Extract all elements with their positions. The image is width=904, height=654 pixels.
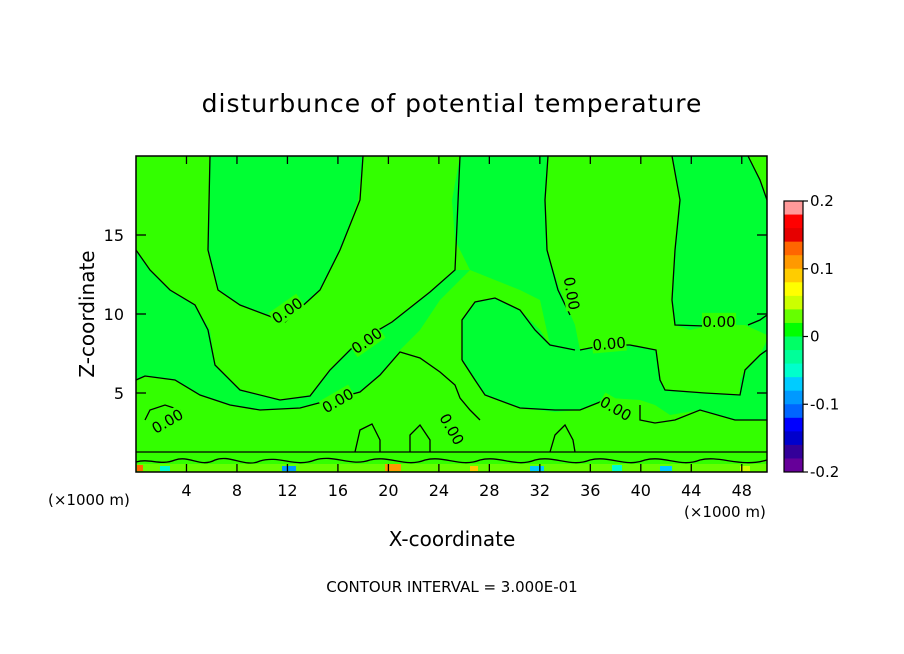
contour-label-bg — [436, 410, 468, 449]
x-unit-label-right: (×1000 m) — [684, 503, 766, 521]
x-tick-label: 40 — [631, 481, 651, 500]
y-axis-ticks: 5 10 15 — [104, 226, 767, 403]
x-tick-label: 36 — [580, 481, 600, 500]
colorbar-swatch — [784, 295, 803, 310]
colorbar-swatch — [784, 363, 803, 378]
chart-title: disturbunce of potential temperature — [202, 89, 703, 118]
x-tick-label: 24 — [429, 481, 449, 500]
contour-lines — [135, 155, 768, 464]
colorbar-tick-label: -0.2 — [810, 463, 839, 481]
contour-label: 0.00 — [702, 313, 735, 331]
y-axis-label: Z-coordinate — [75, 250, 99, 377]
contour-label-bg — [268, 293, 306, 328]
contour-label-bg — [596, 392, 635, 425]
x-axis-ticks: 4 8 12 16 20 24 28 32 36 40 44 48 — [181, 156, 752, 500]
contour-label-bg — [591, 333, 627, 354]
contour-label-bg — [318, 384, 357, 417]
colorbar-swatch — [784, 228, 803, 243]
contour-label-bg — [148, 405, 187, 437]
colorbar-swatch — [784, 377, 803, 392]
colorbar-swatch — [784, 255, 803, 270]
colorbar-swatch — [784, 458, 803, 473]
x-tick-label: 16 — [328, 481, 348, 500]
x-unit-label-left: (×1000 m) — [48, 491, 130, 509]
colorbar-swatch — [784, 214, 803, 229]
colorbar-swatch — [784, 431, 803, 446]
contour-label: 0.00 — [592, 334, 627, 355]
colorbar-swatch — [784, 336, 803, 351]
contour-label-bg — [702, 312, 737, 330]
contour-interval-footer: CONTOUR INTERVAL = 3.000E-01 — [326, 578, 577, 596]
colorbar-swatch — [784, 241, 803, 256]
x-tick-label: 32 — [530, 481, 550, 500]
x-tick-label: 4 — [181, 481, 191, 500]
colorbar-ticks: 0.2 0.1 0 -0.1 -0.2 — [803, 192, 839, 481]
x-tick-label: 44 — [681, 481, 701, 500]
colorbar-tick-label: 0 — [810, 328, 820, 346]
x-tick-label: 12 — [277, 481, 297, 500]
colorbar-swatch — [784, 390, 803, 405]
contour-label-bg — [347, 323, 386, 358]
colorbar-swatch — [784, 268, 803, 283]
x-tick-label: 8 — [232, 481, 242, 500]
y-tick-label: 10 — [104, 305, 124, 324]
y-tick-label: 5 — [114, 384, 124, 403]
colorbar-swatch — [784, 417, 803, 432]
y-tick-label: 15 — [104, 226, 124, 245]
x-tick-label: 28 — [479, 481, 499, 500]
colorbar-tick-label: 0.2 — [810, 192, 834, 210]
colorbar-swatch — [784, 309, 803, 324]
x-tick-label: 48 — [732, 481, 752, 500]
colorbar-tick-label: 0.1 — [810, 260, 834, 278]
colorbar-swatch — [784, 350, 803, 365]
x-tick-label: 20 — [378, 481, 398, 500]
contour-label-bg — [560, 275, 584, 312]
x-axis-label: X-coordinate — [389, 527, 516, 551]
colorbar — [784, 201, 803, 473]
colorbar-swatch — [784, 282, 803, 297]
colorbar-swatch — [784, 201, 803, 216]
colorbar-tick-label: -0.1 — [810, 395, 839, 413]
contour-label: 0.00 — [560, 275, 584, 311]
colorbar-swatch — [784, 404, 803, 419]
surface-noise-strip — [136, 464, 767, 472]
colorbar-swatch — [784, 322, 803, 337]
colorbar-swatch — [784, 444, 803, 459]
